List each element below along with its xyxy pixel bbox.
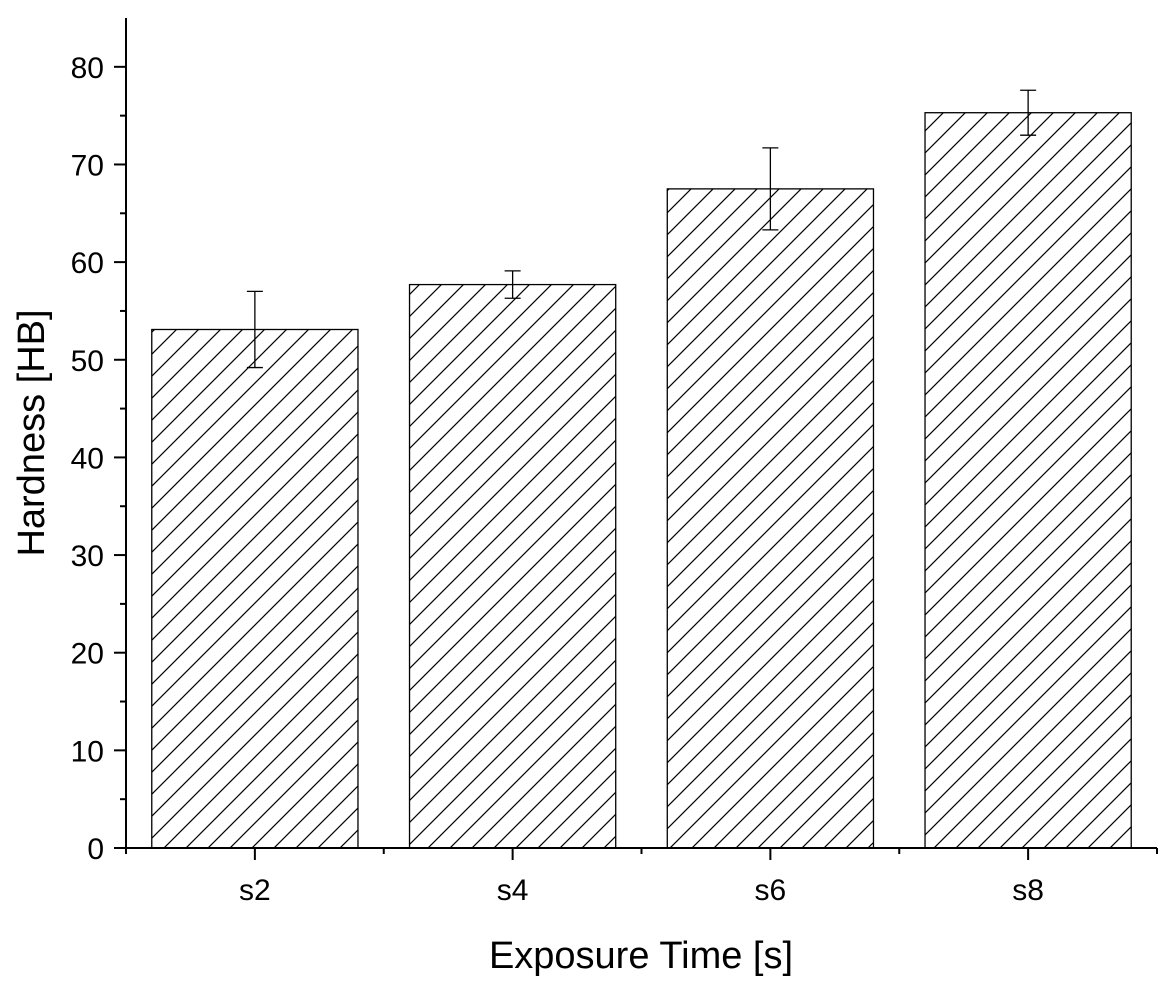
bars-layer xyxy=(151,112,1132,849)
x-tick-label-s6: s6 xyxy=(755,874,787,907)
bar-s2 xyxy=(151,328,359,849)
bar-s6 xyxy=(666,188,875,849)
bar-s4 xyxy=(408,283,617,849)
y-tick-label-60: 60 xyxy=(71,247,104,280)
y-tick-label-30: 30 xyxy=(71,540,104,573)
y-tick-label-20: 20 xyxy=(71,638,104,671)
bar-s8 xyxy=(924,112,1132,849)
y-tick-label-80: 80 xyxy=(71,52,104,85)
x-tick-label-s8: s8 xyxy=(1012,874,1044,907)
y-tick-label-40: 40 xyxy=(71,442,104,475)
error-bars-layer xyxy=(246,89,1037,369)
y-tick-label-70: 70 xyxy=(71,149,104,182)
y-tick-label-0: 0 xyxy=(87,833,104,866)
axes-layer xyxy=(114,18,1158,860)
x-tick-label-s4: s4 xyxy=(497,874,529,907)
labels-layer: 0 10 20 30 40 50 60 70 80 s2 s4 s6 s8 xyxy=(71,52,1044,907)
x-tick-label-s2: s2 xyxy=(239,874,271,907)
x-axis-title: Exposure Time [s] xyxy=(489,935,793,977)
y-tick-label-10: 10 xyxy=(71,735,104,768)
y-tick-label-50: 50 xyxy=(71,345,104,378)
y-axis-title: Hardness [HB] xyxy=(11,309,53,556)
